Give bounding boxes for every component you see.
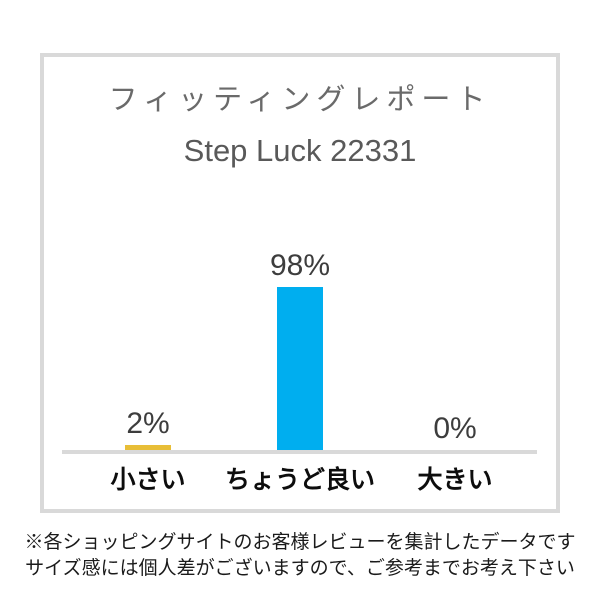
bar-column-small: 2%: [88, 407, 208, 450]
product-name: Step Luck 22331: [183, 133, 417, 168]
category-label-small: 小さい: [110, 466, 186, 494]
report-title: フィッティングレポート: [108, 84, 492, 116]
category-label-just-right: ちょうど良い: [224, 466, 375, 494]
bar-just-right: [277, 287, 323, 450]
bar-small: [125, 445, 171, 450]
value-label-small: 2%: [126, 407, 170, 440]
bar-column-large: 0%: [395, 412, 515, 450]
footnote: ※各ショッピングサイトのお客様レビューを集計したデータです サイズ感には個人差が…: [0, 530, 600, 582]
value-label-large: 0%: [433, 412, 477, 445]
footnote-line-2: サイズ感には個人差がございますので、ご参考までお考え下さい: [25, 558, 575, 579]
category-label-large: 大きい: [417, 466, 493, 494]
value-label-just-right: 98%: [269, 249, 331, 282]
bar-column-just-right: 98%: [240, 249, 360, 450]
footnote-line-1: ※各ショッピングサイトのお客様レビューを集計したデータです: [24, 532, 576, 553]
x-axis-line: [62, 450, 537, 454]
